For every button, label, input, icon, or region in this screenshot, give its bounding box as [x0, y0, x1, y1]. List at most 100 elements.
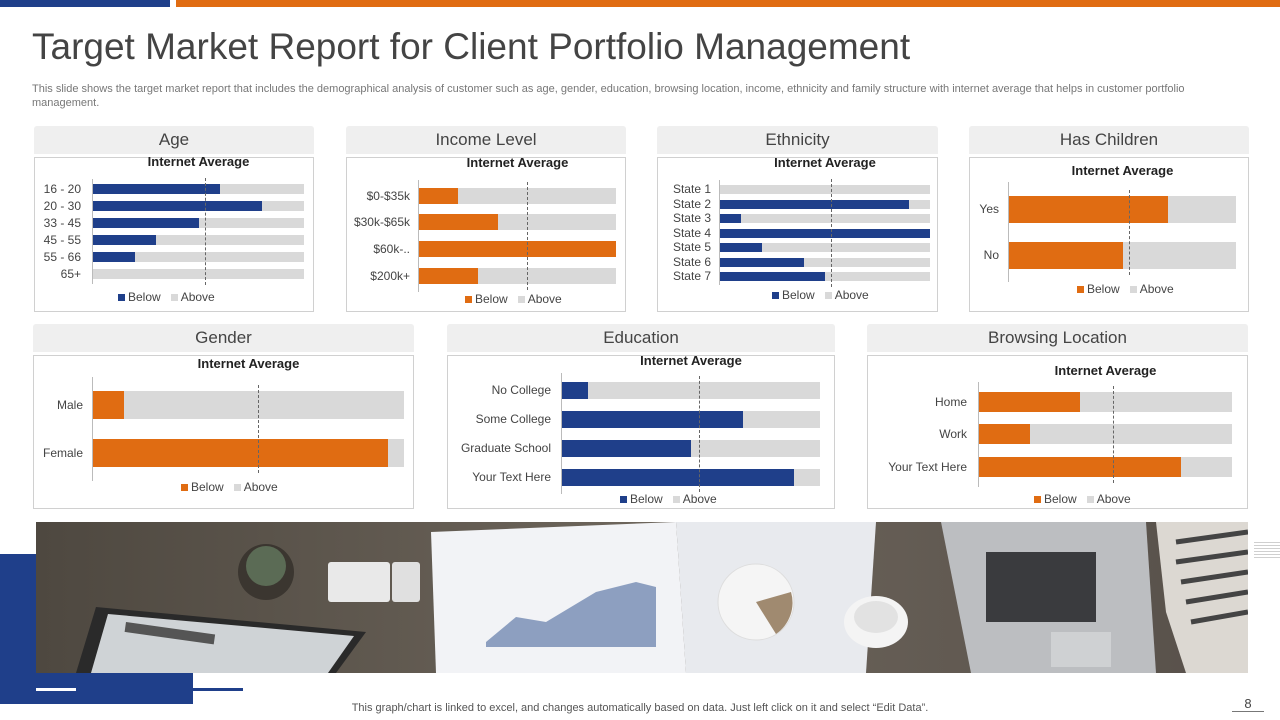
category-label-ethnicity: State 7 [672, 269, 711, 283]
bar-above-ethnicity [720, 242, 930, 252]
chart-title-ethnicity: Internet Average [774, 155, 876, 170]
person-sleeve-shape [1156, 522, 1248, 673]
axis-line-gender [92, 377, 93, 481]
internet-average-line-education [698, 375, 700, 492]
bar-below-ethnicity [720, 242, 762, 252]
category-label-ethnicity: State 4 [672, 226, 711, 240]
bar-below-education [562, 381, 588, 399]
legend-label: Below [630, 492, 663, 506]
panel-header-age: Age [34, 126, 314, 154]
category-label-education: Graduate School [460, 441, 551, 455]
category-label-age: 55 - 66 [43, 250, 81, 264]
decor-line-white [36, 688, 76, 691]
bar-above-children [1009, 195, 1236, 223]
bar-below-gender [93, 439, 389, 467]
internet-average-line-gender [257, 385, 259, 473]
bar-above-ethnicity [720, 184, 930, 194]
legend-label: Below [191, 480, 224, 494]
bar-below-age [93, 252, 136, 262]
legend-label: Below [475, 292, 508, 306]
bar-above-education [562, 468, 820, 486]
category-label-children: Yes [979, 202, 999, 216]
category-label-browsing: Home [934, 395, 967, 409]
bar-above-ethnicity [720, 228, 930, 238]
bar-below-age [93, 201, 262, 211]
panel-body-children [969, 157, 1249, 312]
legend-swatch-icon [824, 292, 832, 300]
bar-above-ethnicity [720, 271, 930, 281]
bar-below-browsing [979, 424, 1030, 444]
bar-below-income [419, 188, 459, 204]
legend-label: Below [1087, 282, 1120, 296]
legend-item-age: Above [170, 290, 215, 304]
legend-item-ethnicity: Above [824, 288, 869, 302]
bar-below-ethnicity [720, 199, 909, 209]
legend-swatch-icon [181, 484, 188, 492]
page-title: Target Market Report for Client Portfoli… [32, 26, 911, 67]
bar-above-browsing [979, 457, 1232, 477]
legend-swatch-icon [170, 294, 178, 302]
bar-above-ethnicity [720, 199, 930, 209]
legend-item-gender: Below [181, 480, 224, 494]
chart-title-age: Internet Average [147, 154, 250, 169]
legend-item-children: Below [1077, 282, 1120, 296]
bar-above-gender [93, 439, 404, 467]
category-label-age: 20 - 30 [43, 199, 81, 213]
bar-above-age [93, 184, 304, 194]
office-desk-photo [36, 522, 1248, 673]
legend-item-children: Above [1129, 282, 1174, 296]
axis-line-age [92, 179, 93, 284]
bar-below-ethnicity [720, 213, 741, 223]
legend-age: Below Above [118, 290, 225, 304]
legend-item-income: Below [465, 292, 508, 306]
legend-item-browsing: Above [1086, 492, 1131, 506]
axis-line-education [561, 373, 562, 494]
bar-below-ethnicity [720, 271, 825, 281]
legend-swatch-icon [1129, 286, 1137, 294]
panel-body-age [34, 157, 314, 312]
coffee-cup-shape [844, 596, 908, 648]
chart-title-children: Internet Average [1071, 163, 1174, 178]
socket-shape [328, 562, 420, 602]
legend-swatch-icon [118, 294, 125, 302]
legend-swatch-icon [233, 484, 241, 492]
legend-label: Below [128, 290, 161, 304]
chart-title-income: Internet Average [466, 155, 569, 170]
bar-above-age [93, 252, 304, 262]
bar-below-children [1009, 241, 1123, 269]
legend-label: Below [782, 288, 815, 302]
legend-browsing: Below Above [1034, 492, 1141, 506]
category-label-ethnicity: State 6 [672, 255, 711, 269]
axis-line-ethnicity [719, 180, 720, 285]
legend-item-ethnicity: Below [772, 288, 815, 302]
panel-header-education: Education [447, 324, 835, 352]
category-label-ethnicity: State 3 [672, 211, 711, 225]
bar-below-gender [93, 391, 125, 419]
internet-average-line-income [527, 182, 529, 290]
legend-label: Above [1096, 492, 1131, 506]
legend-label: Above [682, 492, 717, 506]
tablet-shape [76, 607, 366, 673]
footer-note: This graph/chart is linked to excel, and… [351, 702, 929, 714]
legend-gender: Below Above [181, 480, 288, 494]
panel-header-children: Has Children [969, 126, 1249, 154]
bar-above-education [562, 381, 820, 399]
chart-title-gender: Internet Average [197, 356, 300, 371]
category-label-age: 33 - 45 [43, 216, 81, 230]
bar-above-ethnicity [720, 213, 930, 223]
bar-above-age [93, 218, 304, 228]
legend-swatch-icon [1034, 496, 1041, 504]
category-label-children: No [983, 248, 999, 262]
axis-line-children [1008, 182, 1009, 282]
legend-item-gender: Above [233, 480, 278, 494]
bar-below-browsing [979, 392, 1081, 412]
decor-right-stripes [1254, 540, 1280, 558]
legend-label: Above [834, 288, 869, 302]
category-label-browsing: Your Text Here [888, 460, 967, 474]
legend-swatch-icon [772, 292, 779, 300]
legend-swatch-icon [672, 496, 680, 504]
bar-below-age [93, 184, 220, 194]
bar-above-browsing [979, 424, 1232, 444]
panel-header-ethnicity: Ethnicity [657, 126, 938, 154]
axis-line-browsing [978, 382, 979, 487]
